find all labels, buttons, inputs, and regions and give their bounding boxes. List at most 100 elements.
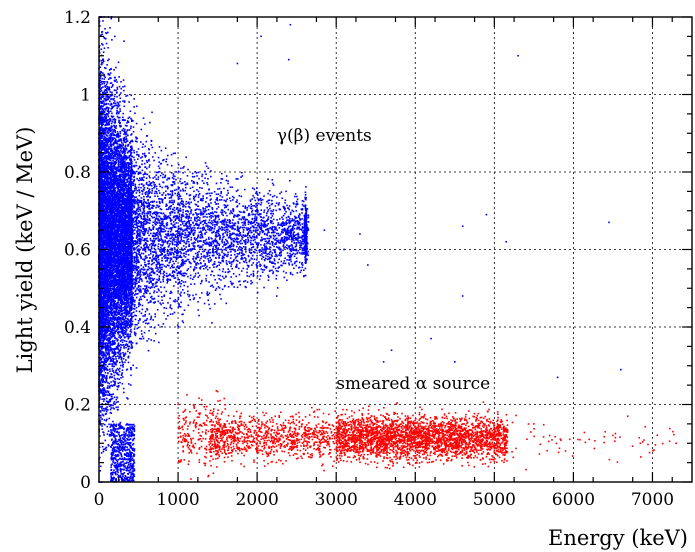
gamma-point — [125, 249, 127, 252]
gamma-point — [104, 296, 106, 298]
gamma-point — [111, 162, 114, 164]
gamma-point — [116, 388, 119, 391]
gamma-point — [105, 379, 108, 381]
gamma-point — [106, 130, 109, 132]
gamma-point — [127, 335, 130, 337]
gamma-point — [108, 129, 110, 131]
gamma-point — [100, 336, 103, 338]
gamma-point — [120, 352, 122, 355]
gamma-point — [121, 327, 124, 330]
gamma-point — [125, 239, 127, 241]
gamma-point — [109, 349, 111, 352]
gamma-point — [105, 376, 108, 379]
gamma-point — [130, 134, 132, 136]
gamma-point — [114, 313, 117, 316]
gamma-point — [107, 357, 110, 359]
gamma-point — [127, 226, 130, 229]
gamma-point — [122, 173, 124, 176]
gamma-point — [130, 197, 133, 199]
gamma-point — [117, 346, 119, 349]
gamma-point — [115, 398, 118, 401]
gamma-point — [102, 450, 105, 453]
gamma-point — [104, 124, 106, 127]
gamma-point — [121, 261, 124, 264]
gamma-point — [107, 127, 110, 130]
gamma-point — [123, 167, 126, 169]
gamma-point — [104, 196, 106, 198]
gamma-point — [105, 149, 108, 152]
gamma-point — [100, 98, 102, 100]
gamma-point — [103, 127, 105, 130]
gamma-point — [103, 395, 105, 397]
gamma-point — [124, 176, 127, 179]
gamma-point — [109, 175, 112, 177]
gamma-point — [99, 115, 101, 117]
gamma-point — [116, 373, 119, 376]
gamma-point — [102, 392, 105, 394]
gamma-point — [118, 357, 120, 360]
gamma-point — [101, 107, 103, 110]
gamma-point — [102, 95, 105, 98]
gamma-point — [103, 141, 106, 144]
gamma-point — [102, 193, 105, 196]
gamma-point — [104, 314, 106, 316]
gamma-point — [101, 159, 104, 161]
gamma-point — [116, 101, 119, 104]
gamma-point — [128, 116, 131, 119]
gamma-point — [113, 400, 116, 403]
gamma-point — [124, 234, 127, 237]
gamma-point — [131, 347, 133, 349]
gamma-point — [109, 149, 112, 152]
gamma-point — [107, 113, 109, 116]
gamma-point — [112, 182, 115, 184]
gamma-point — [112, 170, 115, 172]
gamma-point — [112, 274, 115, 277]
gamma-point — [125, 309, 127, 311]
gamma-point — [104, 229, 107, 232]
gamma-point — [113, 265, 116, 268]
gamma-point — [121, 169, 123, 171]
gamma-point — [121, 196, 124, 198]
gamma-point — [107, 187, 110, 190]
gamma-point — [102, 245, 105, 248]
gamma-point — [114, 142, 117, 144]
gamma-point — [110, 278, 112, 280]
gamma-point — [113, 301, 116, 304]
gamma-point — [116, 185, 119, 188]
gamma-point — [124, 193, 127, 195]
gamma-point — [103, 196, 105, 199]
gamma-point — [126, 195, 129, 197]
gamma-point — [112, 305, 114, 308]
gamma-point — [121, 181, 124, 183]
gamma-point — [118, 215, 121, 217]
gamma-point — [120, 249, 122, 252]
gamma-point — [119, 180, 121, 182]
gamma-point — [103, 410, 105, 412]
gamma-point — [115, 89, 117, 92]
gamma-point — [126, 211, 129, 214]
gamma-point — [108, 325, 111, 328]
gamma-point — [117, 374, 120, 376]
gamma-point — [105, 187, 108, 190]
gamma-point — [100, 330, 102, 332]
gamma-point — [106, 163, 109, 165]
gamma-point — [106, 357, 108, 359]
gamma-point — [100, 115, 102, 118]
gamma-point — [118, 143, 121, 146]
gamma-point — [121, 225, 123, 227]
gamma-point — [109, 235, 111, 238]
gamma-point — [118, 190, 121, 193]
gamma-point — [116, 324, 118, 326]
gamma-point — [125, 326, 128, 328]
gamma-point — [117, 116, 120, 119]
gamma-point — [123, 243, 125, 245]
gamma-point — [111, 39, 113, 41]
gamma-point — [110, 178, 113, 181]
gamma-point — [128, 340, 131, 343]
gamma-point — [120, 155, 123, 157]
gamma-point — [102, 86, 104, 88]
gamma-point — [130, 127, 132, 129]
gamma-point — [100, 126, 102, 129]
gamma-point — [103, 147, 106, 149]
